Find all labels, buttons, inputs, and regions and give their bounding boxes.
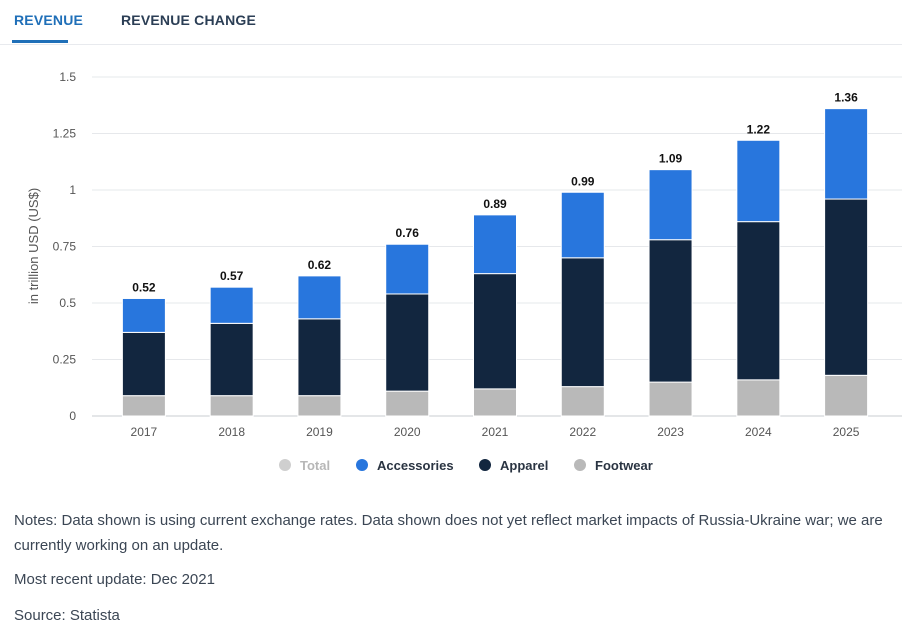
bar-footwear-2017[interactable]	[121, 395, 166, 417]
update-text: Most recent update: Dec 2021	[14, 571, 215, 588]
legend: Total Accessories Apparel Footwear	[279, 458, 653, 473]
bar-accessories-2021[interactable]	[473, 214, 517, 275]
bar-footwear-2022[interactable]	[560, 386, 605, 417]
active-tab-indicator	[12, 40, 68, 43]
total-label-2021: 0.89	[483, 197, 507, 211]
tab-revenue[interactable]: REVENUE	[14, 12, 84, 28]
x-tick-label: 2019	[306, 425, 333, 439]
bar-accessories-2023[interactable]	[648, 169, 693, 241]
total-label-2019: 0.62	[308, 258, 332, 272]
bar-footwear-2025[interactable]	[824, 374, 869, 417]
y-tick-label: 0.25	[53, 353, 77, 367]
tab-bar: REVENUE REVENUE CHANGE	[0, 0, 902, 45]
y-tick-label: 1	[69, 183, 76, 197]
legend-item-accessories[interactable]: Accessories	[356, 458, 454, 473]
legend-label: Total	[300, 458, 330, 473]
total-label-2017: 0.52	[132, 280, 156, 294]
source-text: Source: Statista	[14, 607, 120, 624]
x-tick-label: 2024	[745, 425, 772, 439]
x-tick-label: 2020	[394, 425, 421, 439]
legend-label: Accessories	[377, 458, 454, 473]
y-tick-label: 1.5	[59, 70, 76, 84]
total-labels: 0.52 0.57 0.62 0.76 0.89 0.99 1.09 1.22 1.36	[132, 91, 858, 295]
bars	[121, 108, 869, 417]
bar-accessories-2018[interactable]	[209, 286, 254, 324]
bar-apparel-2017[interactable]	[121, 331, 166, 397]
notes-text: Notes: Data shown is using current excha…	[14, 512, 883, 554]
bar-footwear-2018[interactable]	[209, 395, 254, 417]
legend-item-apparel[interactable]: Apparel	[479, 458, 548, 473]
legend-item-total[interactable]: Total	[279, 458, 330, 473]
legend-marker	[479, 459, 491, 471]
total-label-2025: 1.36	[834, 91, 858, 105]
bar-footwear-2020[interactable]	[385, 390, 430, 417]
legend-label: Apparel	[500, 458, 548, 473]
x-tick-label: 2023	[657, 425, 684, 439]
bar-footwear-2023[interactable]	[648, 381, 693, 417]
total-label-2022: 0.99	[571, 174, 595, 188]
y-tick-label: 0.5	[59, 296, 76, 310]
legend-marker	[356, 459, 368, 471]
bar-apparel-2024[interactable]	[736, 221, 781, 381]
x-tick-label: 2017	[131, 425, 158, 439]
y-axis: 0 0.25 0.5 0.75 1 1.25 1.5	[53, 70, 77, 423]
legend-marker	[279, 459, 291, 471]
bar-accessories-2022[interactable]	[560, 191, 605, 259]
tab-revenue-change[interactable]: REVENUE CHANGE	[121, 12, 257, 28]
stacked-bar-chart: 0 0.25 0.5 0.75 1 1.25 1.5 in trillion USD (US…	[26, 70, 902, 473]
bar-accessories-2025[interactable]	[824, 108, 869, 200]
x-tick-label: 2025	[833, 425, 860, 439]
bar-accessories-2024[interactable]	[736, 139, 781, 223]
bar-accessories-2017[interactable]	[121, 297, 166, 333]
bar-apparel-2023[interactable]	[648, 239, 693, 383]
bar-apparel-2020[interactable]	[385, 293, 430, 392]
bar-apparel-2019[interactable]	[297, 318, 342, 397]
bar-accessories-2020[interactable]	[385, 243, 430, 295]
y-axis-label: in trillion USD (US$)	[26, 188, 41, 304]
total-label-2020: 0.76	[396, 226, 420, 240]
bar-apparel-2025[interactable]	[824, 198, 869, 376]
x-tick-label: 2021	[482, 425, 509, 439]
x-tick-label: 2022	[569, 425, 596, 439]
total-label-2018: 0.57	[220, 269, 244, 283]
y-tick-label: 0.75	[53, 240, 77, 254]
y-tick-label: 0	[69, 409, 76, 423]
legend-marker	[574, 459, 586, 471]
bar-footwear-2019[interactable]	[297, 395, 342, 417]
bar-footwear-2021[interactable]	[473, 388, 517, 417]
x-axis: 2017 2018 2019 2020 2021 2022 2023 2024 2025	[131, 425, 860, 439]
y-tick-label: 1.25	[53, 127, 77, 141]
total-label-2023: 1.09	[659, 152, 683, 166]
legend-label: Footwear	[595, 458, 653, 473]
bar-apparel-2021[interactable]	[473, 273, 517, 390]
total-label-2024: 1.22	[747, 122, 771, 136]
legend-item-footwear[interactable]: Footwear	[574, 458, 653, 473]
bar-accessories-2019[interactable]	[297, 275, 342, 320]
bar-apparel-2018[interactable]	[209, 322, 254, 397]
bar-apparel-2022[interactable]	[560, 257, 605, 388]
x-tick-label: 2018	[218, 425, 245, 439]
bar-footwear-2024[interactable]	[736, 379, 781, 417]
